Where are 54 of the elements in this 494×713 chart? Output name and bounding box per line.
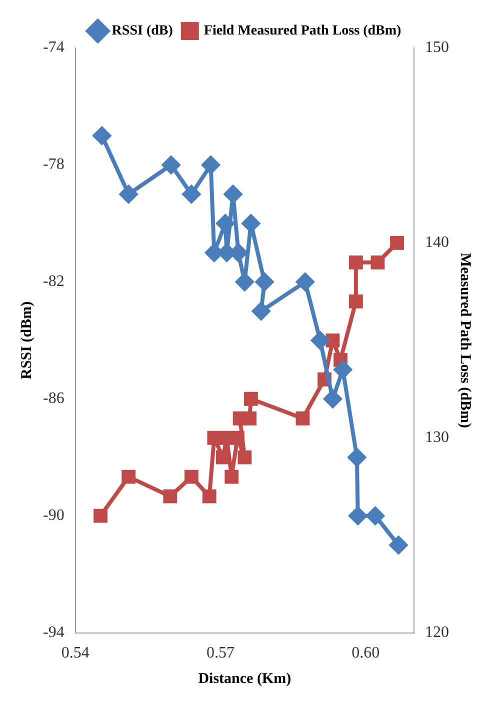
- point: [296, 411, 310, 426]
- y-tick-label: -90: [43, 507, 64, 524]
- point: [348, 448, 366, 466]
- point: [182, 185, 200, 204]
- point: [216, 450, 230, 464]
- point: [370, 255, 385, 270]
- point: [162, 156, 180, 174]
- point: [224, 470, 239, 484]
- point: [334, 360, 352, 379]
- point: [202, 489, 216, 504]
- point: [324, 390, 342, 408]
- y2-tick-label: 140: [425, 234, 449, 252]
- point: [238, 450, 252, 464]
- y-tick-label: -74: [43, 39, 64, 56]
- y-tick-label: -78: [43, 156, 64, 174]
- point: [311, 331, 330, 350]
- point: [207, 430, 222, 445]
- point: [122, 470, 136, 484]
- point: [202, 156, 220, 174]
- x-tick-label: 0.54: [61, 644, 90, 662]
- y-tick-label: -86: [43, 390, 64, 408]
- point: [252, 302, 270, 320]
- point: [256, 272, 274, 291]
- legend-label: RSSI (dB): [112, 24, 174, 39]
- y-axis-title: RSSI (dBm): [18, 301, 35, 380]
- x-axis-title: Distance (Km): [198, 670, 292, 687]
- y2-tick-label: 150: [425, 39, 449, 56]
- point: [236, 272, 254, 291]
- y2-tick-label: 130: [425, 429, 449, 446]
- point: [390, 236, 404, 250]
- point: [296, 272, 314, 291]
- x-tick-label: 0.57: [206, 644, 234, 662]
- point: [92, 126, 111, 145]
- x-tick-label: 0.60: [352, 644, 380, 662]
- y2-axis-title: Measured Path Loss (dBm): [457, 252, 474, 428]
- point: [120, 185, 138, 204]
- y-tick-label: -82: [43, 273, 64, 290]
- point: [348, 506, 367, 525]
- y-tick-label: -94: [43, 624, 64, 642]
- point: [244, 392, 258, 406]
- point: [230, 430, 244, 445]
- point: [163, 489, 178, 504]
- y2-tick-label: 120: [425, 624, 449, 642]
- point: [224, 185, 242, 204]
- point: [366, 506, 384, 525]
- point: [184, 470, 198, 484]
- point: [390, 536, 408, 554]
- point: [348, 255, 363, 270]
- point: [348, 294, 363, 308]
- point: [94, 508, 108, 523]
- legend-label: Field Measured Path Loss (dBm): [204, 24, 402, 39]
- point: [242, 214, 260, 232]
- point: [242, 411, 256, 426]
- point: [326, 333, 340, 348]
